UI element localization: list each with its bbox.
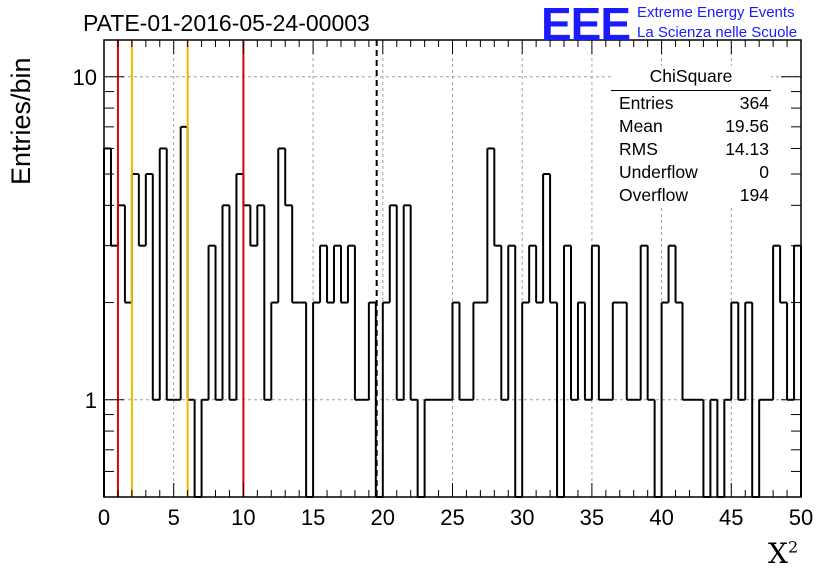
x-tick-label: 40 xyxy=(649,505,673,530)
x-tick-label: 20 xyxy=(371,505,395,530)
x-tick-label: 35 xyxy=(580,505,604,530)
x-tick-label: 10 xyxy=(231,505,255,530)
chart-title: PATE-01-2016-05-24-00003 xyxy=(83,10,370,36)
x-tick-label: 50 xyxy=(789,505,813,530)
logo-caption: Extreme Energy Events La Scienza nelle S… xyxy=(637,3,797,43)
logo-line-2: La Scienza nelle Scuole xyxy=(637,24,798,41)
stats-box: ChiSquare Entries 364 Mean 19.56 RMS 14.… xyxy=(611,66,771,208)
x-axis-label: X2 xyxy=(768,537,799,570)
axes xyxy=(103,39,802,498)
y-axis-label: Entries/bin xyxy=(6,57,36,185)
reference-lines xyxy=(116,40,378,497)
stats-row-entries: Entries 364 xyxy=(611,93,771,116)
logo-line-1: Extreme Energy Events xyxy=(637,4,795,21)
eee-logo: EEE xyxy=(541,0,631,50)
stats-label: Mean xyxy=(619,116,663,136)
stats-title: ChiSquare xyxy=(611,66,771,91)
stats-row-underflow: Underflow 0 xyxy=(611,162,771,185)
stats-row-overflow: Overflow 194 xyxy=(611,185,771,208)
x-tick-label: 45 xyxy=(719,505,743,530)
stats-label: Overflow xyxy=(619,185,689,205)
y-tick-label: 1 xyxy=(85,388,97,413)
stats-row-mean: Mean 19.56 xyxy=(611,116,771,139)
x-tick-label: 15 xyxy=(301,505,325,530)
stats-value: 364 xyxy=(739,93,769,113)
x-tick-label: 25 xyxy=(440,505,464,530)
x-tick-label: 5 xyxy=(168,505,180,530)
histogram-series xyxy=(103,125,802,498)
tick-labels: 0 5 10 15 20 25 30 35 40 45 50 1 10 xyxy=(73,65,814,530)
x-tick-label: 0 xyxy=(98,505,110,530)
stats-label: Entries xyxy=(619,93,674,113)
stats-label: RMS xyxy=(619,139,658,159)
x-tick-label: 30 xyxy=(510,505,534,530)
stats-value: 194 xyxy=(739,185,769,205)
stats-value: 14.13 xyxy=(725,139,769,159)
stats-value: 0 xyxy=(759,162,769,182)
stats-value: 19.56 xyxy=(725,116,769,136)
stats-label: Underflow xyxy=(619,162,698,182)
y-tick-label: 10 xyxy=(73,65,97,90)
stats-row-rms: RMS 14.13 xyxy=(611,139,771,162)
